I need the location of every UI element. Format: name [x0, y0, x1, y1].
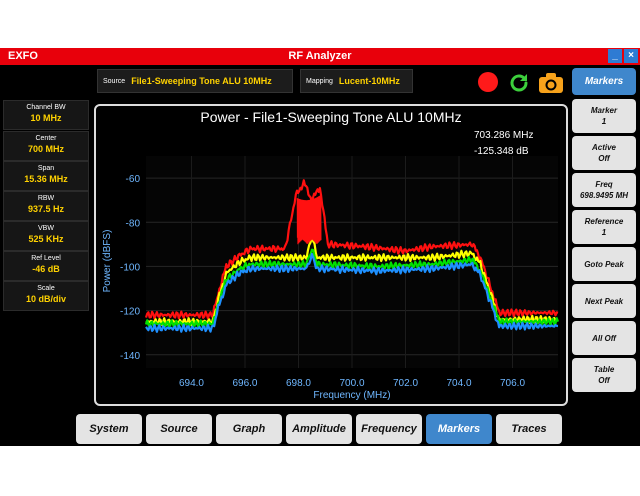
plot-traces: [144, 179, 560, 333]
param-ref-level[interactable]: Ref Level -46 dB: [3, 251, 89, 281]
brand-logo: EXFO: [8, 50, 38, 62]
param-value: 700 MHz: [27, 144, 64, 154]
param-value: 937.5 Hz: [27, 204, 65, 214]
x-tick-label: 694.0: [179, 378, 204, 389]
x-tick-label: 706.0: [500, 378, 525, 389]
trace-line-0: [144, 179, 559, 320]
y-tick-label: -140: [120, 351, 140, 362]
param-label: Span: [37, 165, 55, 172]
marker-power-readout: -125.348 dB: [474, 146, 529, 157]
y-tick-label: -60: [126, 174, 141, 185]
mapping-selector[interactable]: Mapping Lucent-10MHz: [300, 69, 413, 93]
x-axis-label: Frequency (MHz): [313, 390, 390, 401]
source-selector[interactable]: Source File1-Sweeping Tone ALU 10MHz: [97, 69, 293, 93]
button-label: Freq: [595, 180, 613, 189]
tab-amplitude[interactable]: Amplitude: [286, 414, 352, 444]
chart-title: Power - File1-Sweeping Tone ALU 10MHz: [200, 109, 462, 125]
spectrum-plot[interactable]: 694.0 696.0 698.0 700.0 702.0 704.0 706.0 -60-…: [96, 106, 566, 404]
button-label: All Off: [592, 333, 616, 343]
marker-reference-button[interactable]: Reference 1: [572, 210, 636, 244]
param-label: Ref Level: [31, 255, 61, 262]
y-axis-label: Power (dBFS): [102, 230, 113, 293]
x-tick-label: 698.0: [286, 378, 311, 389]
x-tick-label: 704.0: [446, 378, 471, 389]
tab-markers[interactable]: Markers: [426, 414, 492, 444]
spectrum-graph[interactable]: Power - File1-Sweeping Tone ALU 10MHz 70…: [94, 104, 568, 406]
markers-header-button[interactable]: Markers: [572, 68, 636, 95]
button-label: Table: [593, 365, 615, 374]
mapping-label: Mapping: [306, 77, 333, 85]
y-tick-label: -100: [120, 262, 140, 273]
param-value: 525 KHz: [28, 234, 64, 244]
y-axis-ticks: -60 -80 -100 -120 -140: [120, 174, 140, 362]
param-scale[interactable]: Scale 10 dB/div: [3, 281, 89, 311]
record-button[interactable]: [478, 72, 498, 92]
param-value: 10 dB/div: [25, 294, 66, 304]
param-label: Channel BW: [26, 104, 66, 111]
button-value: Off: [598, 154, 610, 163]
param-value: 10 MHz: [30, 113, 62, 123]
goto-peak-button[interactable]: Goto Peak: [572, 247, 636, 281]
y-tick-label: -120: [120, 307, 140, 318]
button-label: Active: [591, 143, 616, 152]
window-title: RF Analyzer: [288, 50, 352, 62]
trace-line-3: [145, 252, 559, 333]
x-axis-ticks: 694.0 696.0 698.0 700.0 702.0 704.0 706.0: [179, 378, 526, 389]
tone-burst: [296, 195, 322, 245]
tab-source[interactable]: Source: [146, 414, 212, 444]
x-tick-label: 696.0: [232, 378, 257, 389]
param-channel-bw[interactable]: Channel BW 10 MHz: [3, 100, 89, 130]
tab-frequency[interactable]: Frequency: [356, 414, 422, 444]
all-off-button[interactable]: All Off: [572, 321, 636, 355]
param-center[interactable]: Center 700 MHz: [3, 131, 89, 161]
refresh-icon[interactable]: [507, 71, 531, 95]
param-rbw[interactable]: RBW 937.5 Hz: [3, 191, 89, 221]
button-label: Marker: [590, 106, 618, 115]
plot-grid: [146, 156, 558, 368]
tab-traces[interactable]: Traces: [496, 414, 562, 444]
param-value: -46 dB: [32, 264, 60, 274]
button-label: Next Peak: [584, 296, 624, 306]
marker-select-button[interactable]: Marker 1: [572, 99, 636, 133]
marker-freq-button[interactable]: Freq 698.9495 MH: [572, 173, 636, 207]
camera-icon[interactable]: [538, 72, 564, 94]
x-tick-label: 700.0: [339, 378, 364, 389]
button-value: 1: [601, 117, 607, 126]
param-value: 15.36 MHz: [24, 174, 68, 184]
param-span[interactable]: Span 15.36 MHz: [3, 161, 89, 191]
button-value: 698.9495 MH: [579, 191, 629, 200]
title-bar: EXFO RF Analyzer _ ×: [0, 48, 640, 65]
button-value: 1: [601, 228, 607, 237]
y-tick-label: -80: [126, 218, 141, 229]
button-value: Off: [598, 376, 610, 385]
minimize-button[interactable]: _: [608, 49, 622, 63]
tab-system[interactable]: System: [76, 414, 142, 444]
param-label: RBW: [37, 195, 55, 202]
next-peak-button[interactable]: Next Peak: [572, 284, 636, 318]
button-label: Reference: [584, 217, 624, 226]
table-toggle-button[interactable]: Table Off: [572, 358, 636, 392]
source-value: File1-Sweeping Tone ALU 10MHz: [131, 76, 272, 86]
rf-analyzer-window: EXFO RF Analyzer _ × Source File1-Sweepi…: [0, 48, 640, 446]
button-label: Markers: [584, 76, 624, 87]
source-label: Source: [103, 77, 126, 85]
param-label: Center: [35, 135, 57, 142]
tab-graph[interactable]: Graph: [216, 414, 282, 444]
param-vbw[interactable]: VBW 525 KHz: [3, 221, 89, 251]
marker-frequency-readout: 703.286 MHz: [474, 130, 534, 141]
button-label: Goto Peak: [584, 259, 624, 269]
close-button[interactable]: ×: [624, 49, 638, 63]
param-label: VBW: [38, 225, 54, 232]
x-tick-label: 702.0: [393, 378, 418, 389]
marker-active-button[interactable]: Active Off: [572, 136, 636, 170]
mapping-value: Lucent-10MHz: [338, 76, 400, 86]
param-label: Scale: [37, 285, 55, 292]
